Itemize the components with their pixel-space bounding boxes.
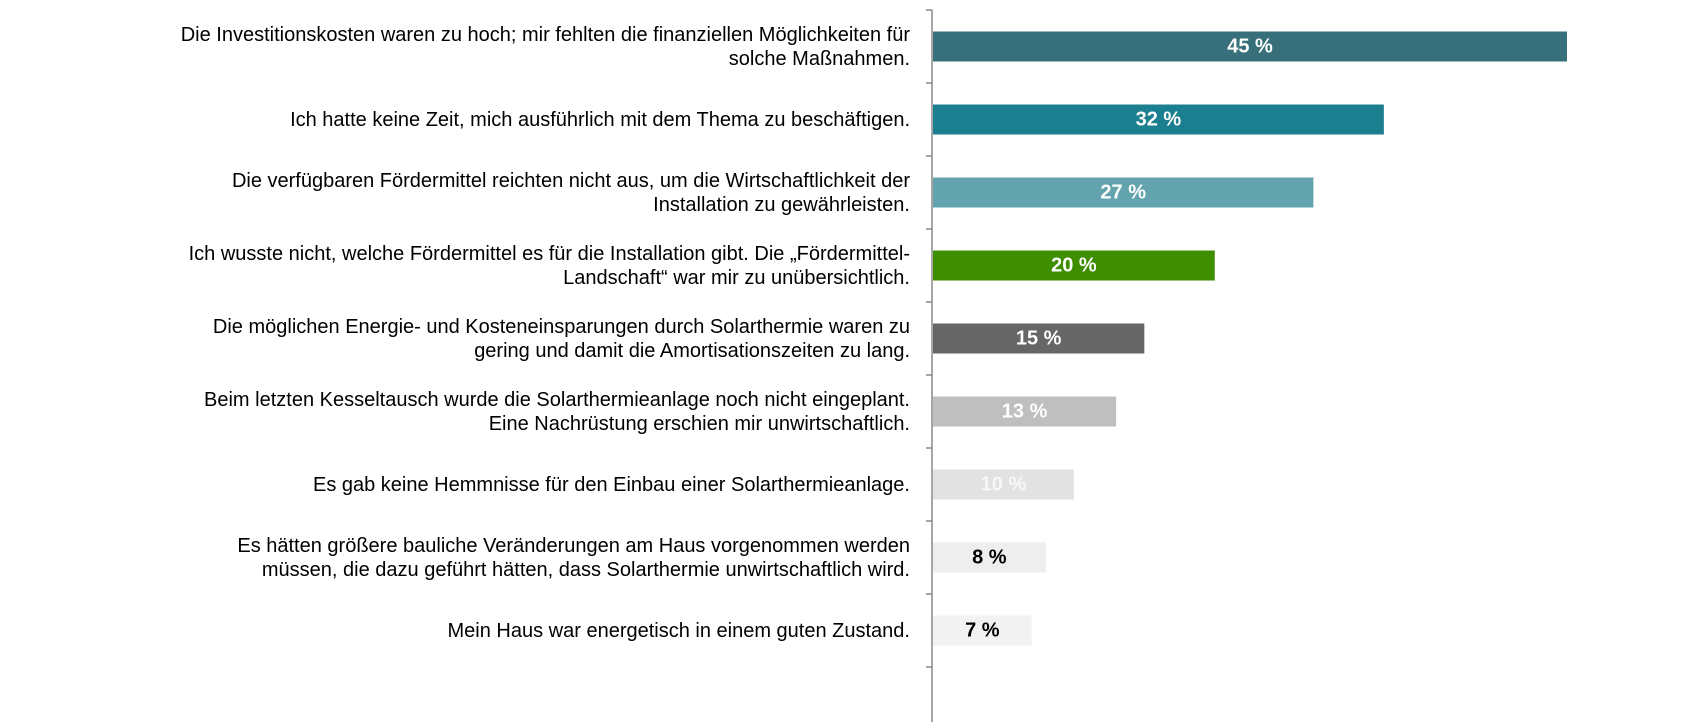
value-label: 20 % — [1051, 255, 1097, 277]
category-label: Die verfügbaren Fördermittel reichten ni… — [231, 169, 910, 216]
bar — [933, 104, 1384, 135]
value-label: 32 % — [1136, 109, 1182, 131]
value-label: 7 % — [965, 620, 1000, 642]
bar — [933, 31, 1567, 62]
bar — [933, 177, 1314, 208]
bar — [933, 469, 1074, 500]
bar — [933, 396, 1117, 427]
value-label: 10 % — [981, 474, 1027, 496]
bar — [933, 250, 1215, 281]
value-label: 15 % — [1016, 328, 1062, 350]
value-label: 13 % — [1002, 401, 1048, 423]
bar — [933, 542, 1046, 573]
value-label: 45 % — [1227, 36, 1273, 58]
category-label: Mein Haus war energetisch in einem guten… — [447, 619, 910, 642]
category-label: Die Investitionskosten waren zu hoch; mi… — [180, 23, 910, 70]
category-label: Es hätten größere bauliche Veränderungen… — [237, 534, 910, 581]
category-label: Ich hatte keine Zeit, mich ausführlich m… — [290, 108, 910, 131]
value-label: 27 % — [1100, 182, 1146, 204]
bar — [933, 615, 1032, 646]
category-label: Die möglichen Energie- und Kosteneinspar… — [212, 315, 910, 362]
category-label: Beim letzten Kesseltausch wurde die Sola… — [204, 388, 910, 435]
category-label: Es gab keine Hemmnisse für den Einbau ei… — [312, 473, 910, 496]
category-label: Ich wusste nicht, welche Fördermittel es… — [188, 242, 910, 289]
bar — [933, 323, 1145, 354]
value-label: 8 % — [972, 547, 1007, 569]
